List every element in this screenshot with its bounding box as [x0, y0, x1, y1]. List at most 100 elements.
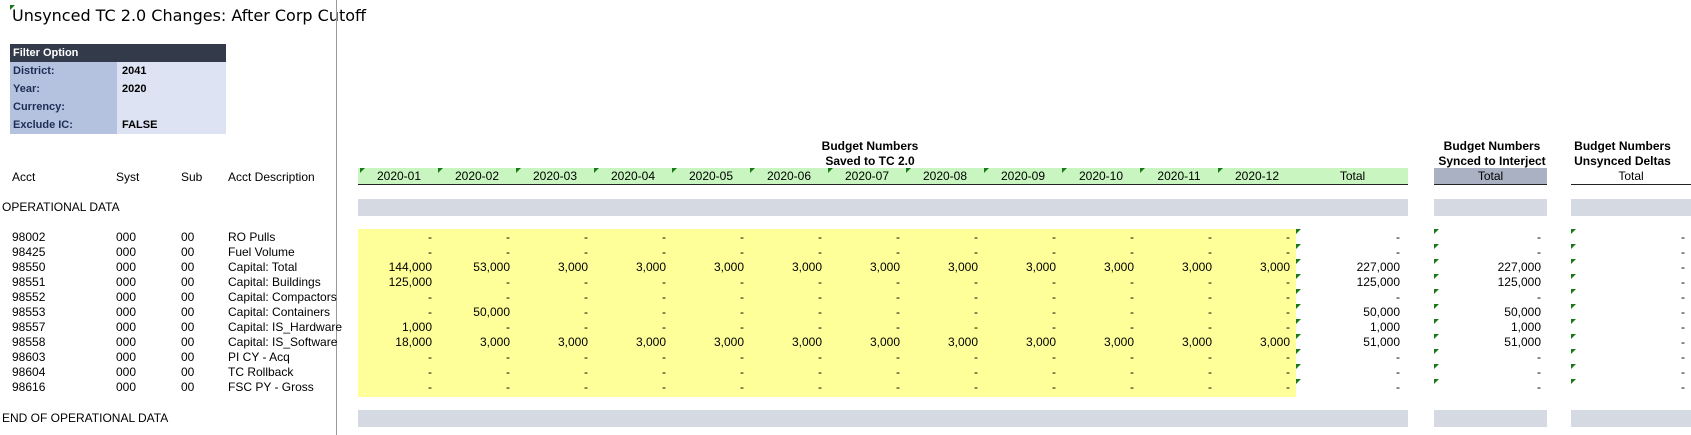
- cell-month-value[interactable]: -: [818, 275, 822, 289]
- cell-month-value[interactable]: -: [896, 245, 900, 259]
- cell-month-value[interactable]: -: [428, 365, 432, 379]
- cell-month-value[interactable]: 3,000: [1259, 260, 1290, 274]
- cell-month-value[interactable]: -: [584, 350, 588, 364]
- cell-month-value[interactable]: -: [974, 245, 978, 259]
- cell-month-value[interactable]: -: [1052, 365, 1056, 379]
- cell-month-value[interactable]: 3,000: [557, 335, 588, 349]
- cell-month-value[interactable]: -: [1286, 230, 1290, 244]
- cell-month-value[interactable]: -: [896, 275, 900, 289]
- cell-month-value[interactable]: 3,000: [557, 260, 588, 274]
- cell-month-value[interactable]: -: [818, 380, 822, 394]
- cell-month-value[interactable]: -: [662, 380, 666, 394]
- cell-month-value[interactable]: -: [1130, 245, 1134, 259]
- cell-month-value[interactable]: -: [740, 230, 744, 244]
- cell-month-value[interactable]: -: [818, 245, 822, 259]
- cell-month-value[interactable]: -: [662, 230, 666, 244]
- cell-month-value[interactable]: -: [1208, 365, 1212, 379]
- cell-month-value[interactable]: 50,000: [473, 305, 510, 319]
- cell-month-value[interactable]: -: [740, 365, 744, 379]
- filter-value[interactable]: [117, 98, 226, 116]
- cell-month-value[interactable]: 1,000: [401, 320, 432, 334]
- cell-month-value[interactable]: -: [818, 350, 822, 364]
- cell-month-value[interactable]: -: [1286, 350, 1290, 364]
- cell-month-value[interactable]: -: [662, 305, 666, 319]
- cell-month-value[interactable]: -: [584, 380, 588, 394]
- cell-month-value[interactable]: -: [974, 275, 978, 289]
- cell-month-value[interactable]: -: [1052, 230, 1056, 244]
- cell-month-value[interactable]: -: [584, 230, 588, 244]
- cell-month-value[interactable]: -: [974, 320, 978, 334]
- cell-month-value[interactable]: 3,000: [791, 335, 822, 349]
- cell-month-value[interactable]: -: [1208, 320, 1212, 334]
- cell-month-value[interactable]: -: [1208, 350, 1212, 364]
- cell-month-value[interactable]: -: [506, 350, 510, 364]
- cell-month-value[interactable]: 3,000: [1103, 260, 1134, 274]
- cell-month-value[interactable]: 53,000: [473, 260, 510, 274]
- cell-month-value[interactable]: -: [1130, 290, 1134, 304]
- cell-month-value[interactable]: -: [428, 350, 432, 364]
- cell-month-value[interactable]: -: [896, 350, 900, 364]
- cell-month-value[interactable]: 3,000: [1025, 335, 1056, 349]
- cell-month-value[interactable]: -: [1286, 275, 1290, 289]
- cell-month-value[interactable]: -: [1130, 380, 1134, 394]
- cell-month-value[interactable]: -: [896, 380, 900, 394]
- cell-month-value[interactable]: 3,000: [947, 260, 978, 274]
- cell-month-value[interactable]: 3,000: [869, 260, 900, 274]
- cell-month-value[interactable]: -: [818, 365, 822, 379]
- cell-month-value[interactable]: -: [974, 305, 978, 319]
- cell-month-value[interactable]: -: [428, 380, 432, 394]
- cell-month-value[interactable]: -: [740, 350, 744, 364]
- cell-month-value[interactable]: -: [1208, 380, 1212, 394]
- cell-month-value[interactable]: -: [506, 380, 510, 394]
- cell-month-value[interactable]: 144,000: [388, 260, 432, 274]
- cell-month-value[interactable]: -: [1208, 305, 1212, 319]
- cell-month-value[interactable]: -: [662, 245, 666, 259]
- cell-month-value[interactable]: -: [584, 275, 588, 289]
- cell-month-value[interactable]: -: [818, 305, 822, 319]
- cell-month-value[interactable]: 125,000: [388, 275, 432, 289]
- cell-month-value[interactable]: -: [974, 380, 978, 394]
- cell-month-value[interactable]: -: [662, 320, 666, 334]
- cell-month-value[interactable]: -: [1052, 320, 1056, 334]
- cell-month-value[interactable]: -: [1208, 245, 1212, 259]
- cell-month-value[interactable]: 18,000: [395, 335, 432, 349]
- cell-month-value[interactable]: -: [584, 290, 588, 304]
- cell-month-value[interactable]: -: [428, 245, 432, 259]
- cell-month-value[interactable]: -: [1052, 275, 1056, 289]
- filter-value[interactable]: 2041: [117, 62, 226, 80]
- filter-row-year[interactable]: Year: 2020: [10, 80, 226, 98]
- cell-month-value[interactable]: 3,000: [1181, 335, 1212, 349]
- cell-month-value[interactable]: -: [740, 380, 744, 394]
- cell-month-value[interactable]: -: [896, 230, 900, 244]
- cell-month-value[interactable]: 3,000: [635, 260, 666, 274]
- cell-month-value[interactable]: 3,000: [1103, 335, 1134, 349]
- cell-month-value[interactable]: 3,000: [479, 335, 510, 349]
- cell-month-value[interactable]: -: [1052, 350, 1056, 364]
- cell-month-value[interactable]: -: [740, 320, 744, 334]
- filter-row-district[interactable]: District: 2041: [10, 62, 226, 80]
- cell-month-value[interactable]: -: [1130, 320, 1134, 334]
- cell-month-value[interactable]: -: [506, 230, 510, 244]
- cell-month-value[interactable]: -: [896, 320, 900, 334]
- cell-month-value[interactable]: -: [662, 275, 666, 289]
- cell-month-value[interactable]: -: [1286, 365, 1290, 379]
- cell-month-value[interactable]: -: [1286, 245, 1290, 259]
- cell-month-value[interactable]: 3,000: [1025, 260, 1056, 274]
- cell-month-value[interactable]: -: [1130, 305, 1134, 319]
- cell-month-value[interactable]: -: [896, 365, 900, 379]
- cell-month-value[interactable]: -: [584, 245, 588, 259]
- cell-month-value[interactable]: -: [740, 305, 744, 319]
- cell-month-value[interactable]: -: [740, 290, 744, 304]
- cell-month-value[interactable]: -: [506, 290, 510, 304]
- cell-month-value[interactable]: -: [896, 290, 900, 304]
- cell-month-value[interactable]: 3,000: [791, 260, 822, 274]
- cell-month-value[interactable]: 3,000: [869, 335, 900, 349]
- cell-month-value[interactable]: -: [896, 305, 900, 319]
- cell-month-value[interactable]: -: [1130, 365, 1134, 379]
- cell-month-value[interactable]: -: [974, 365, 978, 379]
- cell-month-value[interactable]: 3,000: [1181, 260, 1212, 274]
- filter-value[interactable]: 2020: [117, 80, 226, 98]
- cell-month-value[interactable]: -: [1052, 380, 1056, 394]
- cell-month-value[interactable]: -: [662, 365, 666, 379]
- cell-month-value[interactable]: -: [818, 290, 822, 304]
